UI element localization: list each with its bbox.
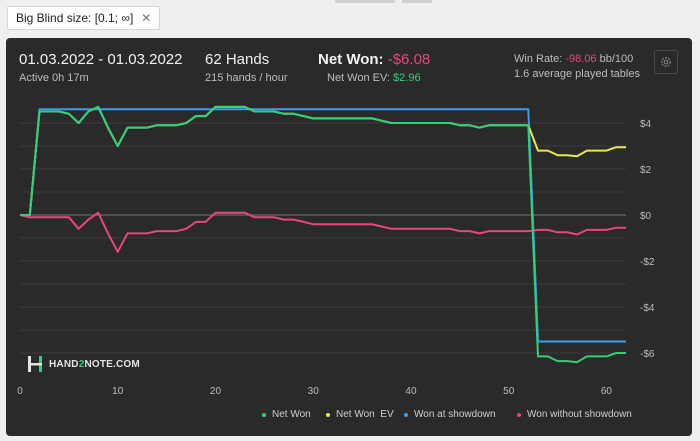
x-tick-label: 10	[112, 386, 124, 397]
legend-net-won-ev-marker	[326, 412, 330, 417]
hand2note-logo-icon	[28, 356, 42, 372]
y-tick-label: $4	[640, 119, 652, 130]
legend-net-won[interactable]: Net Won	[262, 409, 311, 420]
top-tab-stub	[402, 0, 432, 3]
legend-won-at-showdown-marker	[404, 412, 408, 417]
average-tables: 1.6 average played tables	[514, 68, 640, 80]
legend-won-without-showdown-label: Won without showdown	[527, 409, 632, 420]
settings-button[interactable]	[654, 50, 678, 74]
close-icon[interactable]: ✕	[141, 11, 152, 25]
net-won-ev-value: $2.96	[393, 72, 421, 84]
legend-net-won-ev[interactable]: Net Won EV	[326, 409, 394, 420]
net-won-ev: Net Won EV: $2.96	[327, 72, 421, 84]
y-tick-label: $2	[640, 165, 652, 176]
big-blind-filter-chip[interactable]: Big Blind size: [0.1; ∞] ✕	[7, 6, 161, 30]
x-tick-label: 40	[405, 386, 417, 397]
legend-net-won-marker	[262, 412, 266, 417]
top-tab-stub	[335, 0, 395, 3]
graph-panel: 01.03.2022 - 01.03.2022 Active 0h 17m 62…	[6, 38, 692, 436]
net-won-label: Net Won:	[318, 51, 384, 68]
net-won-value: -$6.08	[387, 51, 431, 68]
legend-won-without-showdown[interactable]: Won without showdown	[517, 409, 632, 420]
win-rate: Win Rate: -98.06 bb/100	[514, 53, 633, 65]
active-time: Active 0h 17m	[19, 72, 89, 84]
legend-won-without-showdown-marker	[517, 412, 521, 417]
y-tick-label: -$6	[640, 349, 655, 360]
net-won-chart: $4 $2 $0 -$2 -$4 -$6 0 10 20 30 40 50 60	[17, 105, 655, 397]
series-line-net-won[interactable]	[20, 105, 626, 364]
net-won-ev-label: Net Won EV:	[327, 72, 390, 84]
legend-won-at-showdown-label: Won at showdown	[414, 409, 496, 420]
x-tick-label: 60	[601, 386, 613, 397]
win-rate-value: -98.06	[565, 53, 597, 65]
hand2note-logo: HAND2NOTE.COM	[26, 355, 140, 373]
x-tick-label: 30	[308, 386, 320, 397]
y-tick-label: -$4	[640, 303, 655, 314]
hands-per-hour: 215 hands / hour	[205, 72, 288, 84]
x-tick-label: 20	[210, 386, 222, 397]
date-range: 01.03.2022 - 01.03.2022	[19, 51, 183, 68]
x-tick-label: 0	[17, 386, 23, 397]
win-rate-label: Win Rate:	[514, 53, 563, 65]
hand2note-logo-text: HAND2NOTE.COM	[49, 358, 140, 370]
legend-net-won-label: Net Won	[272, 409, 311, 420]
win-rate-unit: bb/100	[599, 53, 634, 65]
y-tick-label: $0	[640, 211, 652, 222]
net-won: Net Won: -$6.08	[318, 51, 430, 68]
x-tick-label: 50	[503, 386, 515, 397]
legend-net-won-ev-label: Net Won EV	[336, 409, 394, 420]
gear-icon	[660, 56, 672, 68]
legend-won-at-showdown[interactable]: Won at showdown	[404, 409, 496, 420]
hands-count: 62 Hands	[205, 51, 270, 68]
series-line-non-showdown[interactable]	[19, 211, 626, 253]
y-tick-label: -$2	[640, 257, 655, 268]
filter-label: Big Blind size: [0.1; ∞]	[16, 11, 134, 25]
